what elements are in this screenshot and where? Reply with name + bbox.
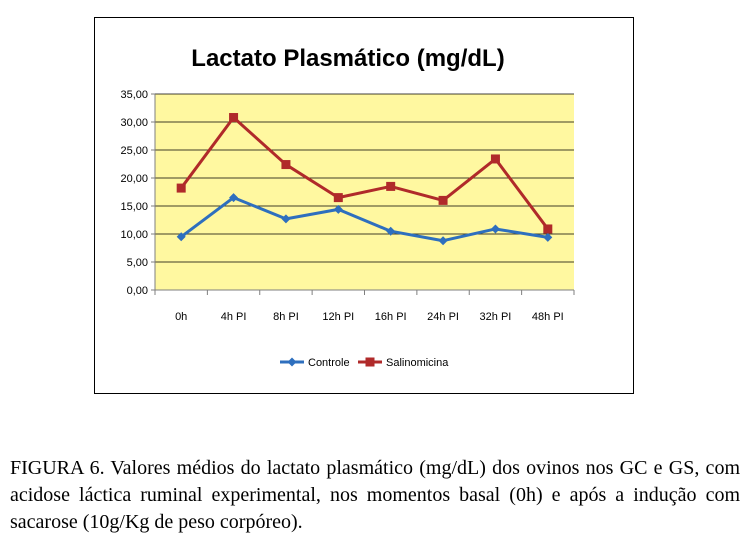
chart-title: Lactato Plasmático (mg/dL) [191, 45, 504, 72]
line-chart: Lactato Plasmático (mg/dL) 0,00 5,00 10,00… [120, 45, 575, 369]
x-tick-label: 0h [175, 311, 187, 323]
x-tick-label: 8h PI [273, 311, 299, 323]
x-tick-label: 16h PI [375, 311, 407, 323]
series-line-controle [180, 196, 549, 243]
x-tick-label: 32h PI [480, 311, 512, 323]
data-point-salinomicina [438, 195, 448, 205]
legend-marker-controle [287, 357, 297, 367]
x-tick-label: 48h PI [532, 311, 564, 323]
y-tick-label: 0,00 [127, 285, 148, 297]
data-point-controle [490, 224, 500, 234]
data-point-controle [438, 236, 448, 246]
y-tick-label: 5,00 [127, 257, 148, 269]
y-tick-label: 35,00 [120, 89, 148, 101]
data-point-controle [281, 214, 291, 224]
data-point-salinomicina [490, 154, 500, 164]
y-tick-label: 25,00 [120, 145, 148, 157]
x-tick-label: 24h PI [427, 311, 459, 323]
data-point-salinomicina [386, 181, 396, 191]
legend-label-controle: Controle [308, 357, 350, 369]
y-tick-label: 15,00 [120, 201, 148, 213]
data-point-salinomicina [281, 160, 291, 170]
x-tick-label: 4h PI [221, 311, 247, 323]
legend-label-salinomicina: Salinomicina [386, 357, 449, 369]
data-point-controle [229, 193, 239, 203]
data-point-controle [386, 226, 396, 236]
y-tick-label: 20,00 [120, 173, 148, 185]
y-tick-label: 10,00 [120, 229, 148, 241]
data-point-controle [176, 232, 186, 242]
data-point-salinomicina [229, 113, 239, 123]
series-line-salinomicina [179, 116, 550, 230]
x-tick-label: 12h PI [322, 311, 354, 323]
data-point-controle [333, 204, 343, 214]
data-point-controle [543, 232, 553, 242]
data-point-salinomicina [333, 193, 343, 203]
figure-caption: FIGURA 6. Valores médios do lactato plas… [10, 457, 740, 533]
legend-marker-salinomicina [365, 357, 375, 367]
chart-frame: Lactato Plasmático (mg/dL) 0,00 5,00 10,00… [94, 17, 634, 394]
data-point-salinomicina [176, 183, 186, 193]
data-point-salinomicina [543, 224, 553, 234]
y-tick-label: 30,00 [120, 117, 148, 129]
